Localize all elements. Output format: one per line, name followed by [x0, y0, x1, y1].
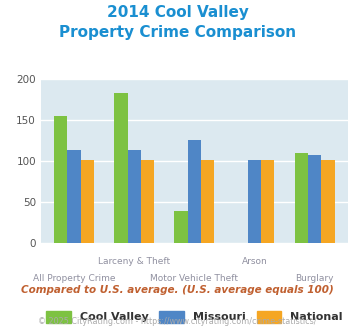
- Bar: [114, 93, 127, 243]
- Text: Compared to U.S. average. (U.S. average equals 100): Compared to U.S. average. (U.S. average …: [21, 285, 334, 295]
- Text: Burglary: Burglary: [295, 274, 334, 283]
- Bar: [308, 155, 321, 243]
- Text: Larceny & Theft: Larceny & Theft: [98, 257, 170, 266]
- Text: Arson: Arson: [242, 257, 267, 266]
- Text: All Property Crime: All Property Crime: [33, 274, 115, 283]
- Text: Motor Vehicle Theft: Motor Vehicle Theft: [151, 274, 238, 283]
- Bar: [201, 160, 214, 243]
- Legend: Cool Valley, Missouri, National: Cool Valley, Missouri, National: [42, 306, 347, 327]
- Bar: [54, 116, 67, 243]
- Text: Property Crime Comparison: Property Crime Comparison: [59, 25, 296, 40]
- Bar: [321, 160, 335, 243]
- Bar: [188, 141, 201, 243]
- Text: 2014 Cool Valley: 2014 Cool Valley: [106, 5, 248, 20]
- Bar: [81, 160, 94, 243]
- Bar: [248, 160, 261, 243]
- Bar: [67, 150, 81, 243]
- Bar: [127, 150, 141, 243]
- Bar: [261, 160, 274, 243]
- Text: © 2025 CityRating.com - https://www.cityrating.com/crime-statistics/: © 2025 CityRating.com - https://www.city…: [38, 317, 317, 326]
- Bar: [175, 211, 188, 243]
- Bar: [141, 160, 154, 243]
- Bar: [295, 153, 308, 243]
